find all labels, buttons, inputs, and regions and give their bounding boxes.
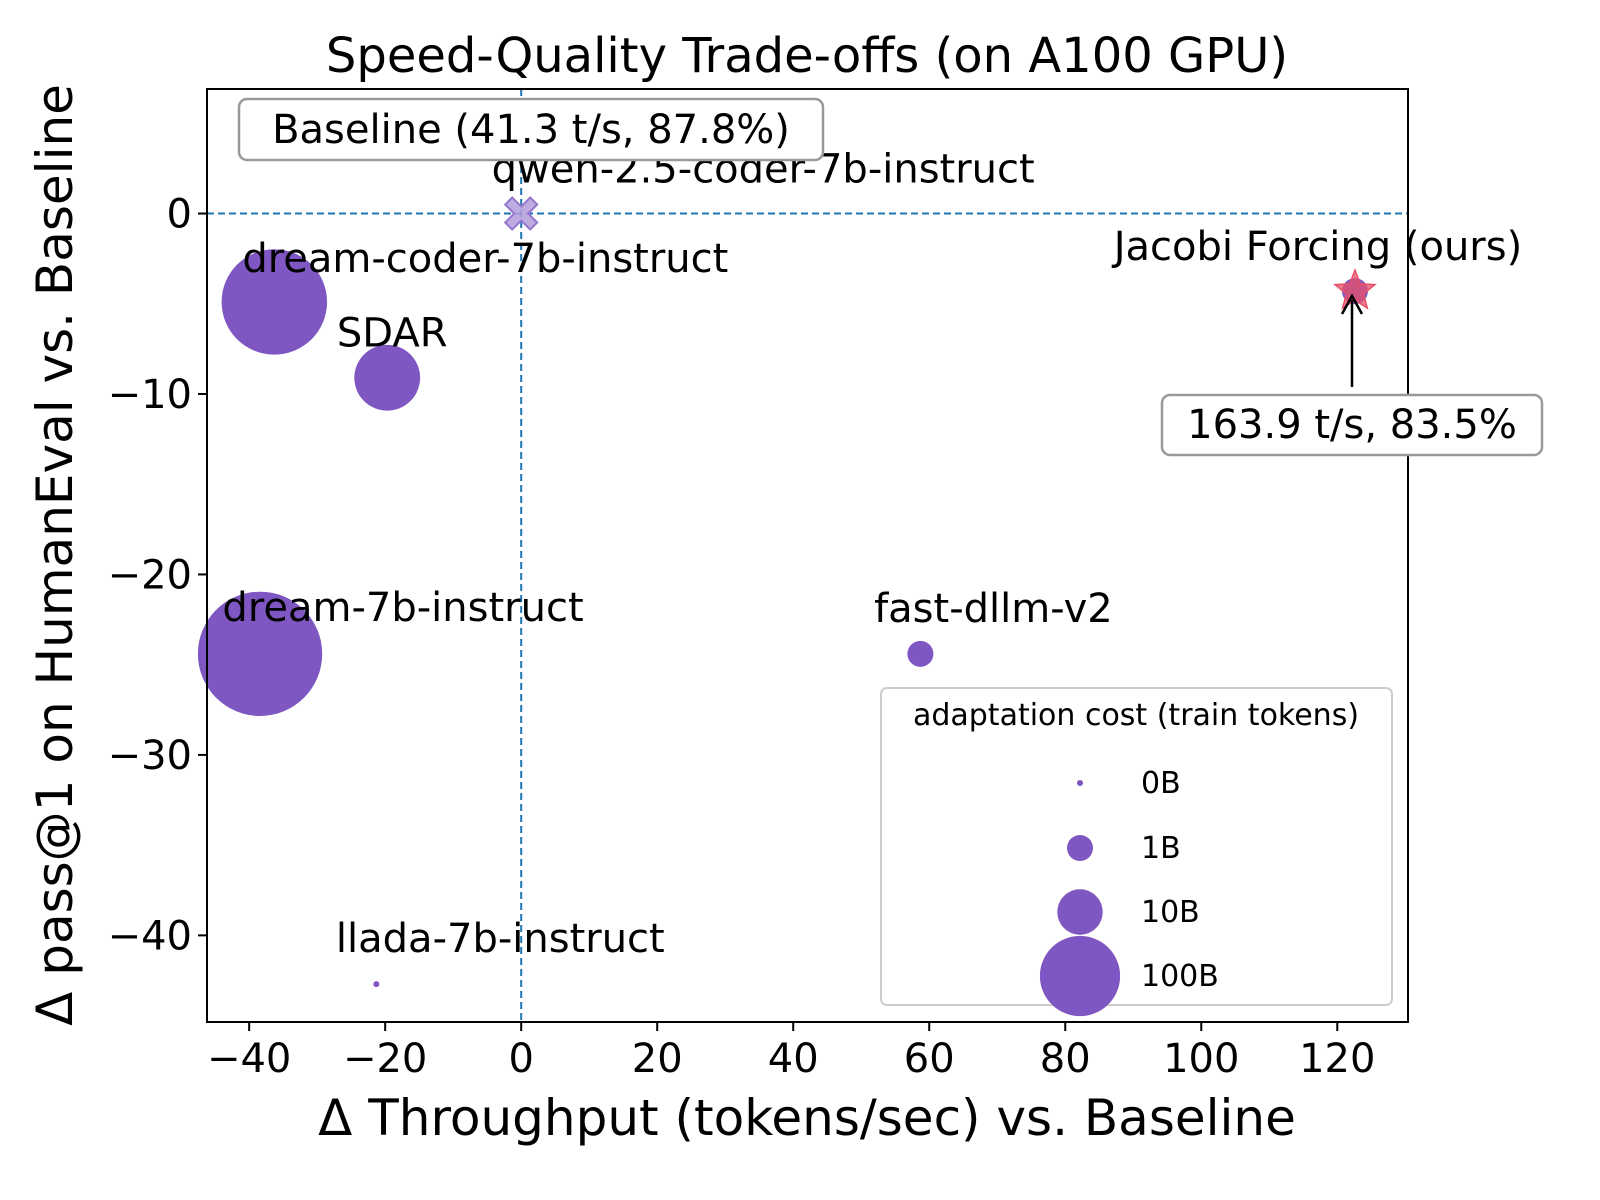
- bubble: [221, 249, 328, 355]
- y-tick-label: 0: [167, 192, 192, 238]
- x-axis-label: Δ Throughput (tokens/sec) vs. Baseline: [318, 1089, 1296, 1147]
- legend-label: 10B: [1141, 895, 1200, 930]
- annotation-box: [1160, 393, 1544, 457]
- x-tick-label: −40: [207, 1036, 291, 1082]
- legend-marker: [1039, 935, 1121, 1017]
- bubble: [373, 981, 380, 988]
- x-tick-label: 80: [1040, 1036, 1091, 1082]
- legend-label: 1B: [1141, 831, 1181, 866]
- bubble: [907, 640, 934, 667]
- annotation-box: [237, 97, 825, 162]
- baseline-annotation: Baseline (41.3 t/s, 87.8%): [272, 107, 790, 153]
- y-tick-label: −20: [108, 552, 192, 598]
- point-label: fast-dllm-v2: [874, 586, 1113, 632]
- legend-marker: [1077, 780, 1083, 786]
- axes-frame: [206, 88, 1409, 1023]
- annotation-arrowhead: [1340, 293, 1364, 315]
- bubble: [354, 344, 421, 411]
- x-tick-label: −20: [343, 1036, 427, 1082]
- x-tick-label: 40: [768, 1036, 819, 1082]
- x-tick-label: 20: [632, 1036, 683, 1082]
- legend: adaptation cost (train tokens) 0B 1B 10B 10…: [880, 687, 1393, 1017]
- jacobi-annotation: 163.9 t/s, 83.5%: [1160, 293, 1544, 457]
- legend-marker: [1067, 835, 1093, 861]
- legend-label: 100B: [1141, 959, 1219, 994]
- legend-marker: [1057, 889, 1103, 935]
- legend-label: 0B: [1141, 766, 1181, 801]
- point-label: Jacobi Forcing (ours): [1111, 224, 1523, 270]
- point-label: llada-7b-instruct: [336, 916, 665, 962]
- y-tick-label: −40: [108, 913, 192, 959]
- x-tick-label: 60: [904, 1036, 955, 1082]
- legend-box: [880, 687, 1393, 1006]
- legend-title: adaptation cost (train tokens): [913, 698, 1359, 733]
- point-label: dream-coder-7b-instruct: [242, 236, 728, 282]
- x-tick-label: 0: [508, 1036, 533, 1082]
- y-axis-label: Δ pass@1 on HumanEval vs. Baseline: [26, 84, 84, 1026]
- point-label: dream-7b-instruct: [222, 585, 583, 631]
- bubble: [197, 591, 323, 717]
- plot-area: qwen-2.5-coder-7b-instructdream-coder-7b…: [197, 89, 1523, 1022]
- x-tick-label: 100: [1163, 1036, 1239, 1082]
- chart-title: Speed-Quality Trade-offs (on A100 GPU): [326, 28, 1288, 84]
- y-tick-label: −10: [108, 372, 192, 418]
- jacobi-annotation-text: 163.9 t/s, 83.5%: [1187, 402, 1517, 448]
- y-tick-label: −30: [108, 733, 192, 779]
- point-x: [503, 196, 539, 231]
- point-label: SDAR: [337, 311, 448, 357]
- x-tick-label: 120: [1299, 1036, 1375, 1082]
